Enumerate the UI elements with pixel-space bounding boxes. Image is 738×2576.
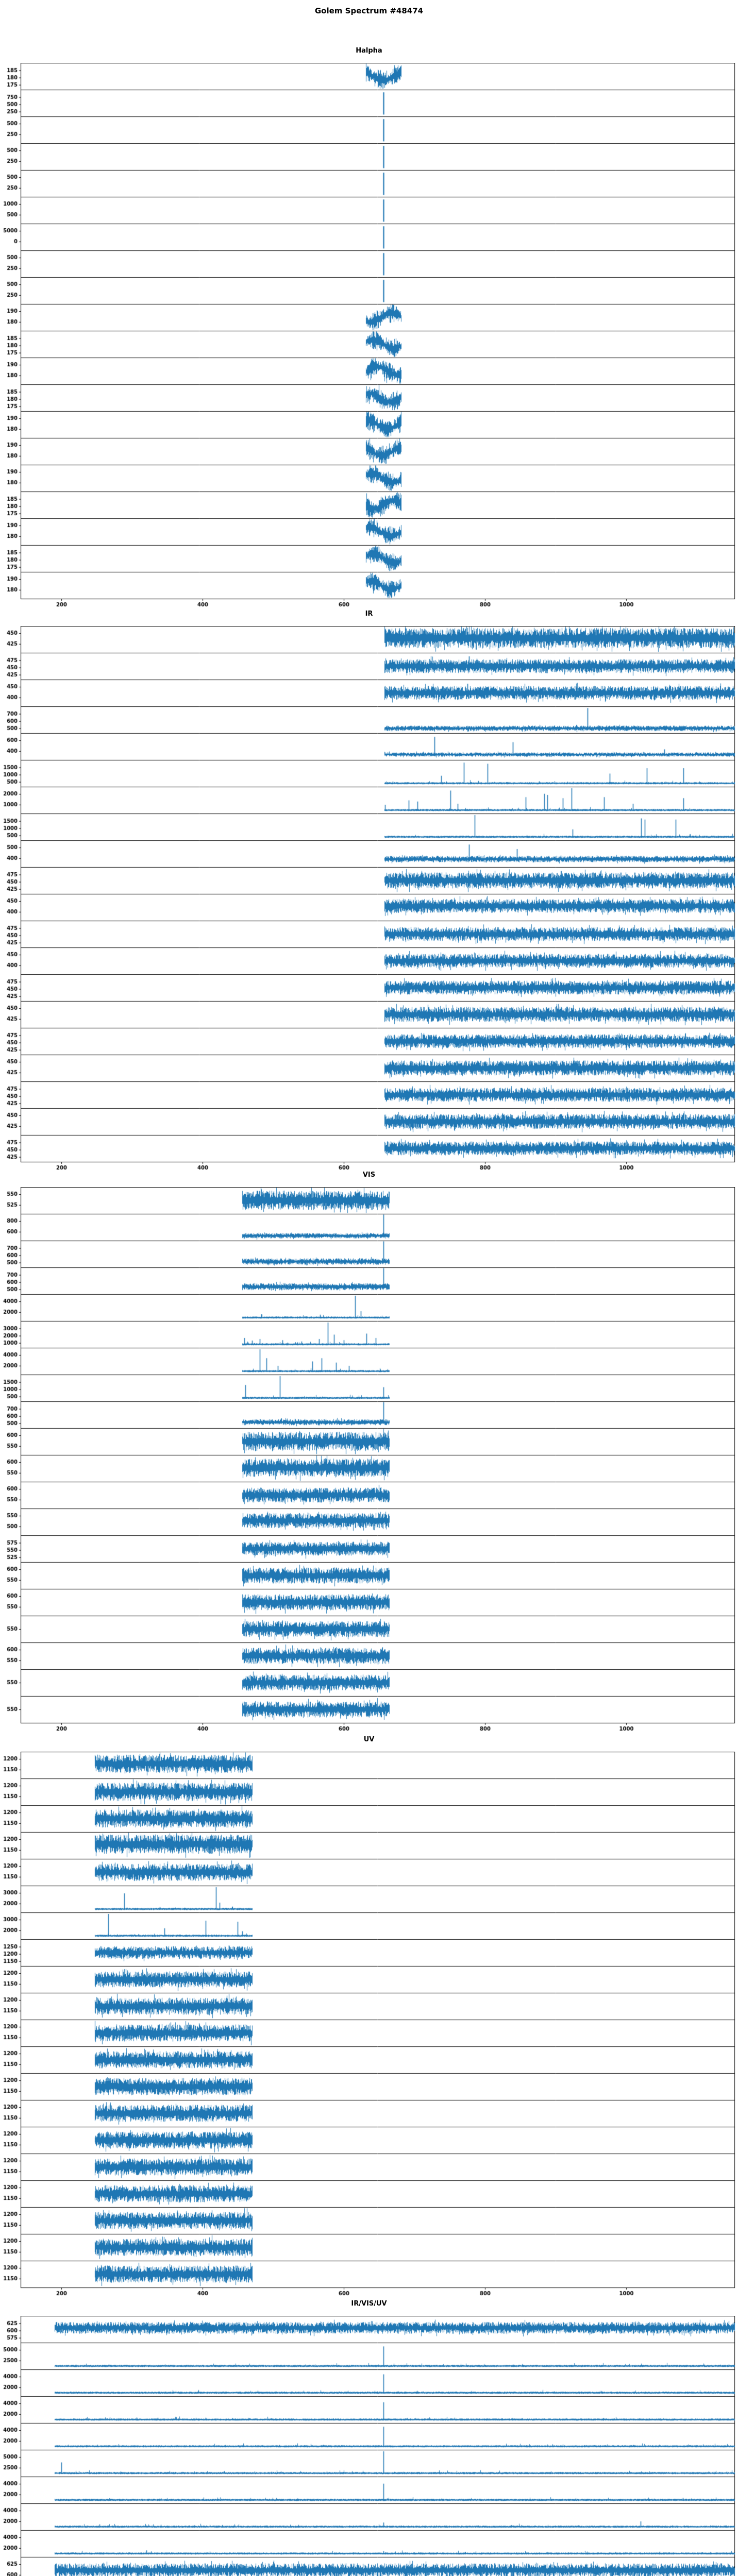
spectrum-panel-canvas-4 [0,2316,738,2576]
spectrum-panel-canvas-0 [0,63,738,612]
panel-title-3: UV [363,1736,375,1743]
spectrum-panel-canvas-3 [0,1752,738,2301]
panel-title-0: Halpha [356,47,382,55]
spectrum-panel-canvas-1 [0,626,738,1175]
panel-title-4: IR/VIS/UV [351,2300,387,2308]
figure-title: Golem Spectrum #48474 [314,6,424,15]
spectrum-panel-canvas-2 [0,1187,738,1736]
panel-title-2: VIS [362,1171,376,1179]
panel-title-1: IR [365,610,373,618]
